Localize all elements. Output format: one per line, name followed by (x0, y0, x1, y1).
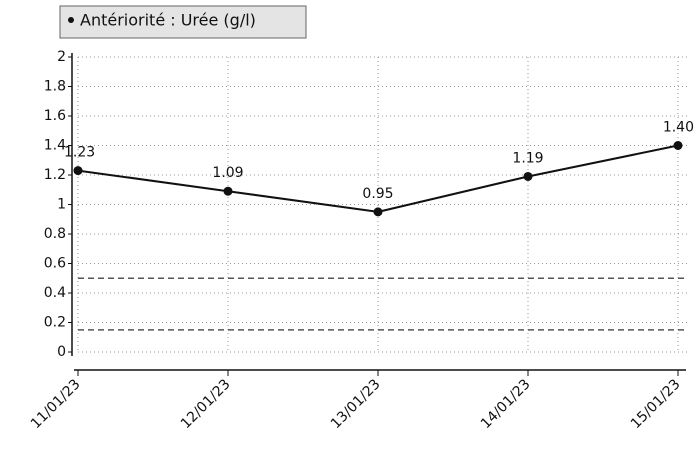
legend-box (59, 5, 307, 39)
x-tick-label: 14/01/23 (478, 376, 534, 432)
y-tick-label: 2 (57, 49, 66, 65)
y-tick-label: 1.8 (44, 79, 66, 95)
x-tick-label: 13/01/23 (328, 376, 384, 432)
data-label: 1.23 (64, 145, 95, 161)
legend-text: Antériorité : Urée (g/l) (80, 11, 256, 30)
legend: Antériorité : Urée (g/l) (59, 5, 307, 39)
point (673, 141, 683, 150)
y-tick-label: 1.2 (44, 167, 66, 183)
data-label: 0.95 (362, 186, 393, 202)
y-tick-label: 1.6 (44, 108, 66, 124)
y-tick-label: 0.2 (44, 315, 66, 331)
point (73, 166, 83, 176)
legend-marker (68, 17, 74, 23)
y-tick-label: 0.8 (44, 226, 66, 242)
y-tick-label: 1 (57, 197, 66, 213)
x-tick-label: 15/01/23 (628, 376, 684, 432)
y-tick-label: 0 (57, 344, 66, 360)
y-tick-label: 0.4 (44, 285, 66, 301)
point (523, 171, 533, 181)
y-tick-label: 1.4 (44, 138, 66, 154)
point (373, 207, 383, 217)
x-tick-label: 12/01/23 (178, 376, 234, 432)
data-label: 1.19 (512, 150, 543, 166)
point (223, 186, 233, 196)
x-tick-label: 11/01/23 (28, 376, 84, 432)
data-label: 1.09 (212, 165, 243, 181)
y-tick-label: 0.6 (44, 256, 66, 272)
data-label: 1.40 (663, 120, 694, 136)
